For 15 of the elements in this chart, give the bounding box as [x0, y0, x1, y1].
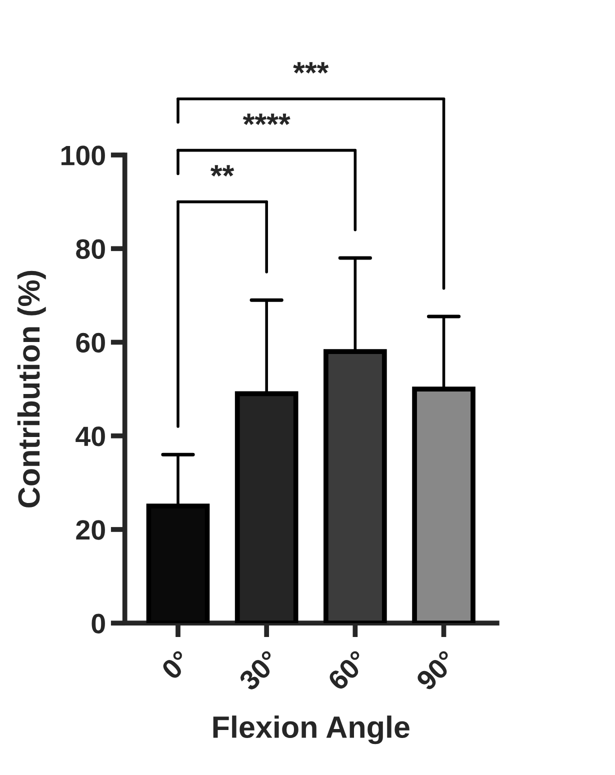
y-tick-label: 0	[92, 614, 105, 634]
y-tick-label: 40	[76, 426, 105, 446]
y-tick-label: 60	[76, 332, 105, 353]
y-tick-label: 80	[76, 239, 105, 259]
annotation: **	[210, 165, 234, 176]
y-axis-title: Contribution (%)	[17, 270, 46, 508]
x-tick-label: 0°	[160, 649, 192, 681]
x-axis-title: Flexion Angle	[213, 716, 410, 744]
x-tick-label: 60°	[326, 649, 369, 692]
x-tick-label: 90°	[415, 649, 458, 692]
text: ****	[242, 114, 290, 125]
y-tick-label: 100	[62, 146, 105, 166]
x-tick-label: 30°	[238, 649, 280, 692]
text: ***	[293, 62, 329, 74]
y-tick-label: 20	[76, 520, 105, 540]
